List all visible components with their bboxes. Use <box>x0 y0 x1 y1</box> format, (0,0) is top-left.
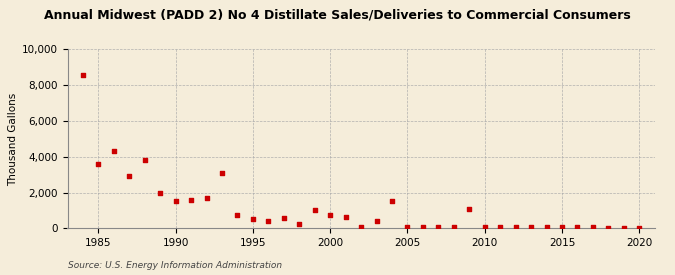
Point <box>170 199 181 204</box>
Point <box>78 72 88 77</box>
Point <box>418 225 429 229</box>
Point <box>618 226 629 230</box>
Point <box>402 225 413 230</box>
Point <box>340 214 351 219</box>
Point <box>526 225 537 230</box>
Point <box>371 219 382 224</box>
Point <box>263 218 274 223</box>
Point <box>139 158 150 163</box>
Text: Source: U.S. Energy Information Administration: Source: U.S. Energy Information Administ… <box>68 260 281 270</box>
Point <box>155 191 165 196</box>
Point <box>109 149 119 153</box>
Point <box>495 225 506 229</box>
Point <box>217 170 227 175</box>
Point <box>356 225 367 230</box>
Point <box>572 225 583 230</box>
Point <box>186 197 196 202</box>
Text: Annual Midwest (PADD 2) No 4 Distillate Sales/Deliveries to Commercial Consumers: Annual Midwest (PADD 2) No 4 Distillate … <box>44 8 631 21</box>
Point <box>248 217 259 222</box>
Point <box>510 225 521 230</box>
Point <box>433 225 443 229</box>
Point <box>201 196 212 200</box>
Point <box>279 215 290 220</box>
Point <box>309 208 320 213</box>
Point <box>124 173 135 178</box>
Point <box>325 213 335 217</box>
Point <box>587 225 598 230</box>
Point <box>294 222 304 227</box>
Point <box>634 226 645 230</box>
Point <box>93 162 104 166</box>
Point <box>387 199 398 204</box>
Point <box>479 225 490 230</box>
Point <box>541 225 552 230</box>
Y-axis label: Thousand Gallons: Thousand Gallons <box>7 92 18 186</box>
Point <box>557 225 568 230</box>
Point <box>448 225 459 230</box>
Point <box>603 226 614 230</box>
Point <box>464 206 475 211</box>
Point <box>232 213 243 217</box>
